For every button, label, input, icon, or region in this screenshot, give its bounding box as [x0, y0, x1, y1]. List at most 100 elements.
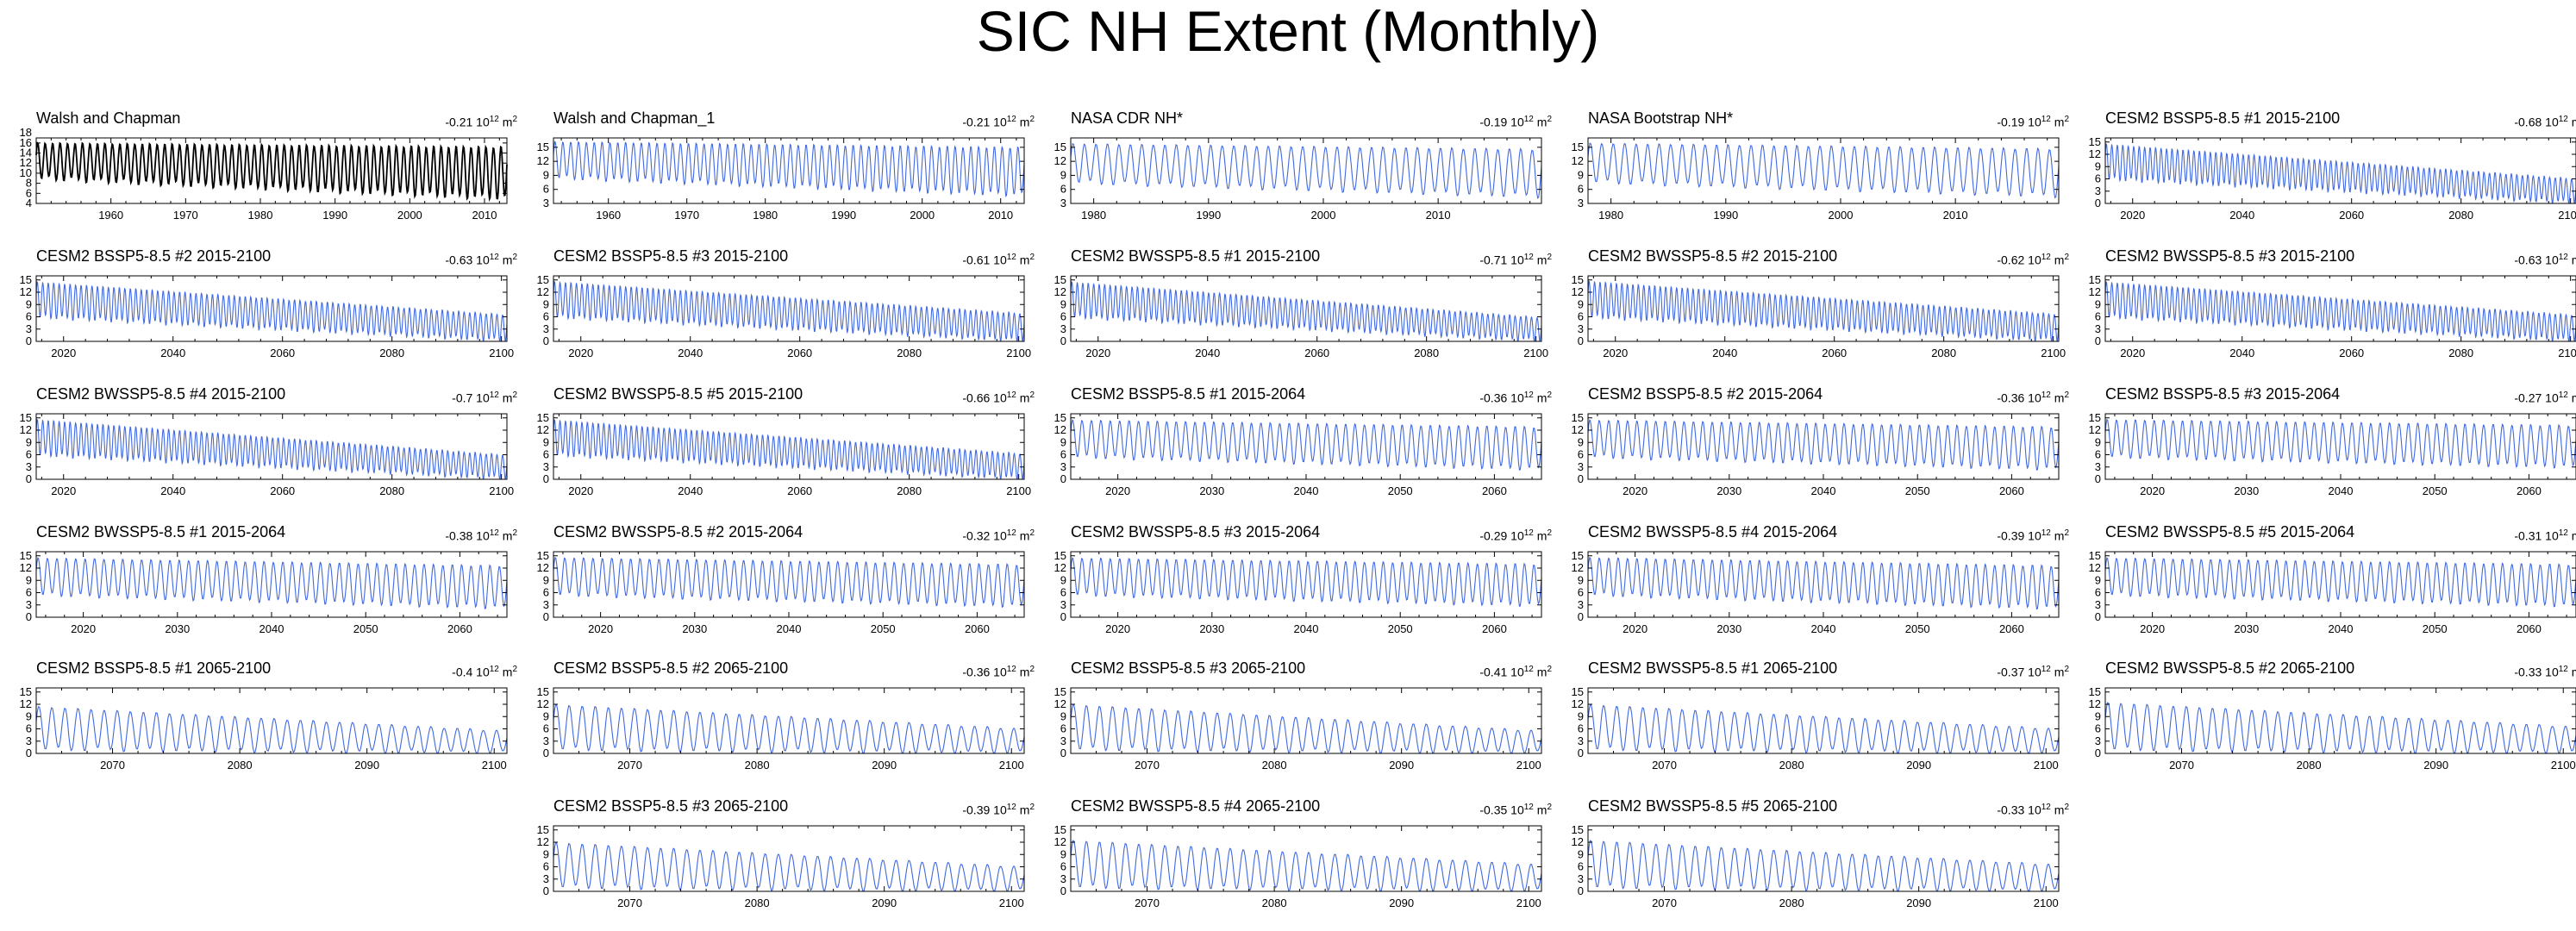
trend-unit-m: m	[498, 665, 513, 679]
series-line	[553, 141, 1025, 197]
trend-label: -0.36 1012 m2	[1997, 388, 2069, 406]
chart-panel: CESM2 BWSSP5-8.5 #4 2015-2100 -0.7 1012 m…	[0, 384, 517, 505]
y-tick-label: 6	[543, 586, 549, 599]
trend-unit-base: 10	[1507, 665, 1524, 679]
chart-panel: Walsh and Chapman_1 -0.21 1012 m2 1960 1970…	[517, 109, 1035, 229]
x-tick-label: 2050	[1905, 484, 1930, 497]
y-tick-label: 6	[1578, 722, 1584, 735]
trend-unit-exponent: 12	[489, 528, 499, 538]
trend-unit-exponent: 12	[1523, 391, 1534, 400]
x-tick-label: 1960	[596, 209, 621, 222]
y-tick-label: 15	[2089, 685, 2101, 698]
y-tick-label: 12	[1572, 285, 1584, 298]
series-line	[35, 280, 508, 342]
trend-unit-base: 10	[990, 528, 1007, 543]
chart-panel: CESM2 BWSSP5-8.5 #2 2015-2064 -0.32 1012 …	[517, 522, 1035, 643]
y-tick-label: 12	[1054, 835, 1066, 848]
x-tick-label: 2080	[228, 759, 253, 772]
y-tick-label: 3	[543, 872, 549, 885]
x-tick-label: 1990	[1196, 209, 1221, 222]
trend-unit-exponent: 12	[1523, 803, 1534, 812]
plot-frame	[1070, 137, 1542, 204]
panel-title: CESM2 BSSP5-8.5 #3 2065-2100	[553, 797, 789, 815]
y-tick-label: 9	[1060, 847, 1066, 860]
x-tick-label: 2040	[1195, 347, 1220, 359]
trend-value: -0.38	[445, 528, 473, 543]
x-tick-label: 2100	[482, 759, 507, 772]
series-line	[1070, 419, 1542, 471]
y-tick-label: 15	[20, 273, 32, 286]
trend-label: -0.29 1012 m2	[1479, 526, 1552, 544]
y-tick-label: 15	[20, 685, 32, 698]
x-tick-label: 2100	[1006, 484, 1031, 497]
y-tick-label: 3	[1060, 460, 1066, 473]
y-tick-label: 3	[2095, 184, 2101, 197]
y-tick-label: 6	[1578, 860, 1584, 873]
y-tick-label: 0	[26, 472, 32, 485]
x-tick-label: 2010	[472, 209, 497, 222]
x-tick-label: 2040	[1294, 484, 1319, 497]
series-line	[2104, 280, 2576, 342]
panel-title: CESM2 BWSSP5-8.5 #5 2065-2100	[1588, 797, 1838, 815]
trend-value: -0.32	[962, 528, 991, 543]
x-tick-label: 2040	[259, 622, 284, 635]
x-tick-label: 2090	[354, 759, 379, 772]
y-tick-label: 12	[1054, 423, 1066, 436]
x-tick-label: 2060	[2339, 209, 2364, 222]
trend-unit-base: 10	[990, 115, 1007, 129]
trend-unit-m-exponent: 2	[2064, 115, 2069, 124]
panel-title: CESM2 BWSSP5-8.5 #3 2015-2100	[2105, 247, 2355, 265]
series-line	[553, 703, 1025, 754]
series-line	[2104, 418, 2576, 469]
x-tick-label: 2050	[1905, 622, 1930, 635]
x-tick-label: 2100	[2034, 759, 2059, 772]
trend-unit-exponent: 12	[2558, 253, 2568, 262]
x-tick-label: 1990	[1713, 209, 1738, 222]
x-tick-label: 2020	[568, 484, 593, 497]
x-tick-label: 2070	[2169, 759, 2194, 772]
panel-title: CESM2 BWSSP5-8.5 #3 2015-2064	[1071, 523, 1321, 540]
chart-panel: CESM2 BSSP5-8.5 #3 2015-2064-0.27 1012 m…	[2069, 384, 2576, 505]
trend-value: -0.35	[1479, 803, 1508, 817]
trend-unit-base: 10	[2542, 665, 2559, 679]
trend-unit-m: m	[2050, 391, 2065, 405]
y-tick-label: 12	[537, 285, 549, 298]
trend-unit-m: m	[2050, 253, 2065, 267]
y-tick-label: 6	[1578, 183, 1584, 196]
y-tick-label: 0	[1060, 472, 1066, 485]
chart-panel: CESM2 BWSSP5-8.5 #3 2015-2100 -0.63 1012 …	[2069, 247, 2576, 367]
trend-label: -0.61 1012 m2	[962, 250, 1035, 268]
plot-frame	[553, 825, 1025, 892]
trend-unit-m: m	[1016, 803, 1030, 817]
x-tick-label: 2040	[2329, 622, 2354, 635]
x-tick-label: 2060	[787, 347, 812, 359]
trend-unit-m-exponent: 2	[2064, 665, 2069, 674]
trend-unit-base: 10	[2542, 528, 2559, 543]
trend-unit-m: m	[1533, 391, 1547, 405]
x-tick-label: 2100	[2558, 347, 2576, 359]
x-tick-label: 2020	[2140, 622, 2165, 635]
trend-value: -0.39	[1997, 528, 2025, 543]
trend-value: -0.21	[445, 115, 473, 129]
x-tick-label: 2020	[568, 347, 593, 359]
y-tick-label: 3	[1060, 598, 1066, 611]
y-tick-label: 6	[2095, 586, 2101, 599]
y-tick-label: 15	[1054, 141, 1066, 153]
trend-value: -0.4	[452, 665, 473, 679]
y-tick-label: 12	[2089, 147, 2101, 160]
y-tick-label: 0	[26, 747, 32, 759]
chart-panel: NASA Bootstrap NH* -0.19 1012 m2 1980 1990 2…	[1552, 109, 2069, 229]
y-tick-label: 12	[1572, 423, 1584, 436]
x-tick-label: 2080	[1262, 897, 1287, 909]
trend-unit-m-exponent: 2	[1547, 665, 1552, 674]
trend-unit-base: 10	[2024, 253, 2041, 267]
y-tick-label: 6	[1060, 448, 1066, 461]
y-tick-label: 9	[543, 847, 549, 860]
y-tick-label: 0	[26, 610, 32, 623]
y-tick-label: 12	[20, 285, 32, 298]
y-tick-label: 6	[1578, 448, 1584, 461]
plot-frame	[1070, 687, 1542, 754]
